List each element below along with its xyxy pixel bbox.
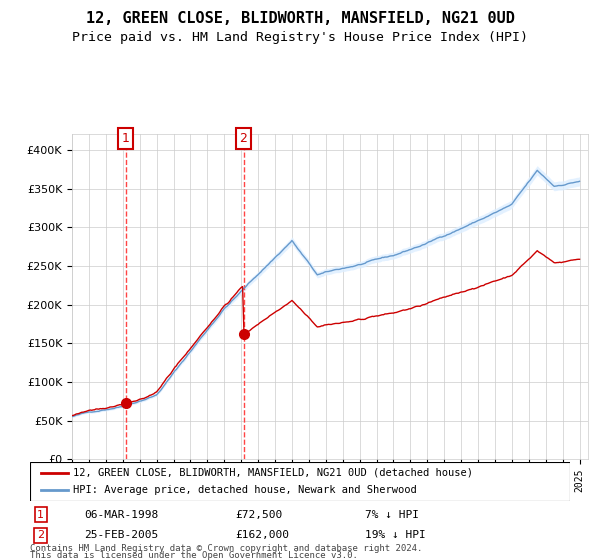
Text: This data is licensed under the Open Government Licence v3.0.: This data is licensed under the Open Gov… bbox=[30, 551, 358, 560]
Text: Price paid vs. HM Land Registry's House Price Index (HPI): Price paid vs. HM Land Registry's House … bbox=[72, 31, 528, 44]
Text: 1: 1 bbox=[122, 132, 130, 145]
Text: HPI: Average price, detached house, Newark and Sherwood: HPI: Average price, detached house, Newa… bbox=[73, 485, 417, 495]
Text: 19% ↓ HPI: 19% ↓ HPI bbox=[365, 530, 425, 540]
Text: 12, GREEN CLOSE, BLIDWORTH, MANSFIELD, NG21 0UD: 12, GREEN CLOSE, BLIDWORTH, MANSFIELD, N… bbox=[86, 11, 514, 26]
Text: 25-FEB-2005: 25-FEB-2005 bbox=[84, 530, 158, 540]
Text: 12, GREEN CLOSE, BLIDWORTH, MANSFIELD, NG21 0UD (detached house): 12, GREEN CLOSE, BLIDWORTH, MANSFIELD, N… bbox=[73, 468, 473, 478]
Text: 1: 1 bbox=[37, 510, 44, 520]
Text: 2: 2 bbox=[37, 530, 44, 540]
Text: 7% ↓ HPI: 7% ↓ HPI bbox=[365, 510, 419, 520]
Text: 06-MAR-1998: 06-MAR-1998 bbox=[84, 510, 158, 520]
Text: £162,000: £162,000 bbox=[235, 530, 289, 540]
Text: 2: 2 bbox=[239, 132, 247, 145]
Text: £72,500: £72,500 bbox=[235, 510, 283, 520]
Text: Contains HM Land Registry data © Crown copyright and database right 2024.: Contains HM Land Registry data © Crown c… bbox=[30, 544, 422, 553]
FancyBboxPatch shape bbox=[30, 462, 570, 501]
